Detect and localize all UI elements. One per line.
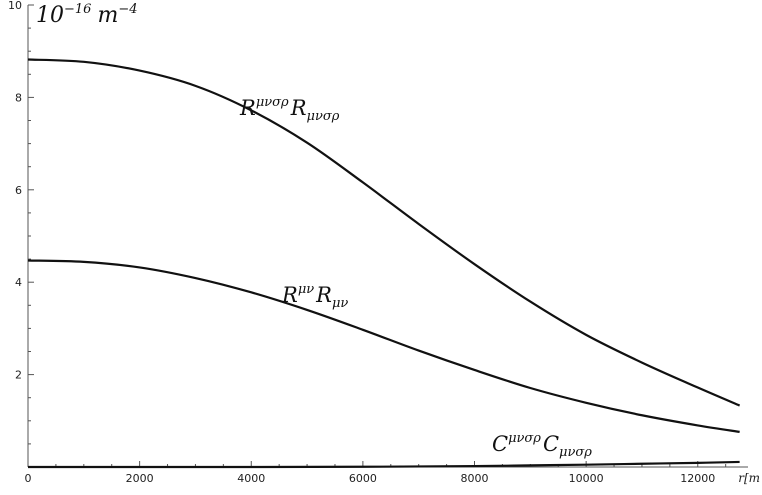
y-tick-label: 10 xyxy=(8,0,22,12)
x-tick-label: 2000 xyxy=(126,472,154,485)
series-line-1 xyxy=(27,259,740,433)
y-tick-label: 2 xyxy=(15,369,22,382)
x-tick-label: 4000 xyxy=(237,472,265,485)
y-tick-label: 6 xyxy=(15,184,22,197)
curve-labels: 10−16 m−4 RμνσρRμνσρ RμνRμν CμνσρCμνσρ xyxy=(36,2,592,460)
x-tick-label: 0 xyxy=(25,472,32,485)
x-tick-label: 6000 xyxy=(349,472,377,485)
x-tick-label: 12000 xyxy=(680,472,715,485)
axes: 0 2000 4000 6000 8000 10000 12000 2 4 6 8 10 r[m xyxy=(8,0,760,485)
series-label-ricci: RμνRμν xyxy=(281,282,348,311)
series-line-2 xyxy=(27,460,740,469)
y-tick-label: 4 xyxy=(15,276,22,289)
series-line-0 xyxy=(27,58,741,407)
y-tick-label: 8 xyxy=(15,91,22,104)
series-label-riemann: RμνσρRμνσρ xyxy=(239,95,340,124)
x-tick-label: 8000 xyxy=(461,472,489,485)
x-axis-title: r[m xyxy=(738,471,760,485)
x-tick-label: 10000 xyxy=(569,472,604,485)
series-label-weyl: CμνσρCμνσρ xyxy=(492,431,592,460)
curves xyxy=(27,58,741,469)
y-unit-label: 10−16 m−4 xyxy=(36,2,137,28)
